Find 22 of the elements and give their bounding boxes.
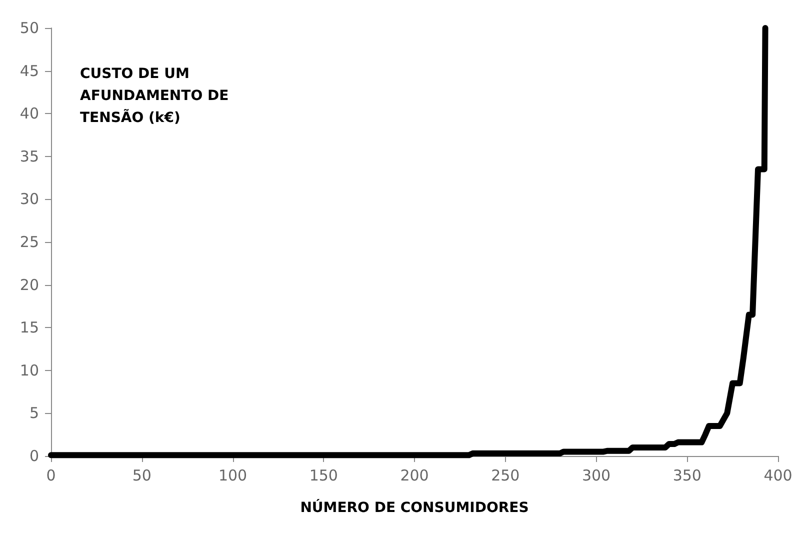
y-tick-label: 0 bbox=[29, 447, 39, 465]
y-tick-label: 20 bbox=[20, 276, 39, 294]
x-tick-label: 50 bbox=[132, 466, 152, 484]
x-tick-label: 200 bbox=[400, 466, 429, 484]
y-tick-label: 10 bbox=[20, 361, 39, 380]
y-tick-label: 30 bbox=[20, 190, 39, 208]
x-tick-label: 100 bbox=[218, 466, 248, 484]
x-tick-label: 350 bbox=[672, 466, 702, 484]
x-tick-label: 250 bbox=[491, 466, 520, 484]
y-tick-label: 25 bbox=[20, 233, 39, 251]
y-tick-label: 35 bbox=[20, 147, 39, 166]
y-tick-label: 15 bbox=[20, 318, 39, 337]
x-tick-label: 300 bbox=[582, 466, 611, 484]
x-tick-label: 0 bbox=[46, 466, 56, 484]
x-tick-label: 150 bbox=[309, 466, 338, 484]
x-tick-label: 400 bbox=[764, 466, 792, 484]
y-tick-label: 50 bbox=[20, 19, 39, 37]
y-tick-label: 45 bbox=[20, 62, 39, 80]
y-tick-label: 5 bbox=[29, 404, 39, 422]
y-tick-label: 40 bbox=[20, 104, 39, 123]
x-axis-title: NÚMERO DE CONSUMIDORES bbox=[300, 499, 529, 516]
y-axis-title: CUSTO DE UM AFUNDAMENTO DE TENSÃO (k€) bbox=[80, 66, 229, 126]
